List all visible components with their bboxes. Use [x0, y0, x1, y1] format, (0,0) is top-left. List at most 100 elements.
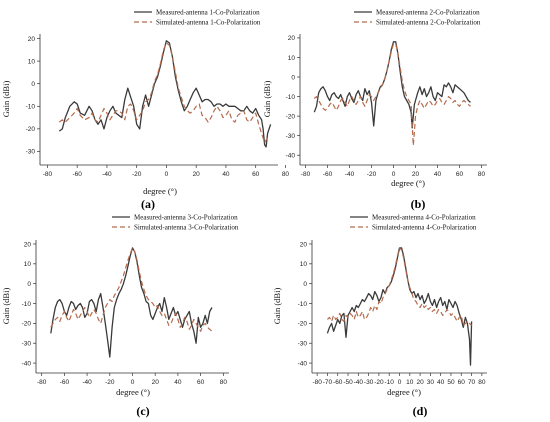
panel-label: (a): [141, 197, 155, 211]
legend-label: Simulated-antenna 3-Co-Polarization: [134, 224, 239, 232]
y-tick-label: 10: [288, 55, 296, 62]
y-tick-label: -10: [298, 301, 308, 308]
y-axis-label: Gain (dBi): [1, 288, 11, 325]
y-tick-label: -30: [286, 133, 296, 140]
y-tick-label: -20: [298, 321, 308, 328]
x-tick-label: -10: [385, 379, 395, 386]
x-tick-label: 0: [131, 379, 135, 386]
x-tick-label: 80: [282, 171, 290, 178]
x-tick-label: 20: [193, 171, 201, 178]
chart-panel-a: -80 -60 -40 -20 0 20 40 60 80 -30 -20 -10 0 10 20 Measu…: [1, 9, 289, 212]
x-tick-label: 0: [392, 171, 396, 178]
measured-series-line: [313, 41, 471, 129]
y-tick-label: -20: [286, 113, 296, 120]
x-tick-label: 50: [447, 379, 455, 386]
y-tick-label: -30: [22, 341, 32, 348]
x-tick-label: 80: [220, 379, 228, 386]
x-tick-label: -80: [37, 379, 47, 386]
x-tick-label: 10: [406, 379, 414, 386]
y-axis-label: Gain (dBi): [272, 288, 282, 325]
panel-label: (c): [136, 404, 149, 418]
y-tick-label: 10: [24, 261, 32, 268]
y-tick-label: -30: [298, 341, 308, 348]
x-tick-label: 30: [427, 379, 435, 386]
y-axis-label: Gain (dBi): [1, 81, 11, 118]
y-tick-label: -40: [286, 153, 296, 160]
x-axis-label: degree (°): [391, 178, 425, 188]
legend-label: Measured-antenna 2-Co-Polarization: [376, 9, 480, 17]
y-tick-label: -40: [298, 360, 308, 367]
x-tick-label: -40: [102, 171, 112, 178]
y-tick-label: 0: [291, 74, 295, 81]
y-tick-label: -20: [26, 126, 36, 133]
panel-label: (b): [411, 197, 426, 211]
simulated-series-line: [58, 42, 269, 143]
legend-label: Measured-antenna 1-Co-Polarization: [156, 9, 260, 17]
x-tick-label: -40: [82, 379, 92, 386]
x-axis-label: degree (°): [143, 186, 177, 196]
y-tick-label: 10: [28, 58, 36, 65]
x-tick-label: -40: [345, 171, 355, 178]
x-tick-label: 40: [222, 171, 230, 178]
y-tick-label: -20: [22, 321, 32, 328]
legend-label: Measured-antenna 3-Co-Polarization: [134, 214, 238, 222]
x-tick-label: -60: [60, 379, 70, 386]
y-tick-label: 20: [24, 241, 32, 248]
y-tick-label: 20: [28, 36, 36, 43]
x-tick-label: -60: [333, 379, 343, 386]
legend-label: Simulated-antenna 1-Co-Polarization: [156, 19, 261, 27]
x-tick-label: -80: [312, 379, 322, 386]
x-tick-label: 20: [416, 379, 424, 386]
y-tick-label: 20: [288, 35, 296, 42]
x-tick-label: 20: [152, 379, 160, 386]
legend-label: Simulated-antenna 4-Co-Polarization: [372, 224, 477, 232]
y-tick-label: 20: [300, 241, 308, 248]
x-tick-label: -30: [364, 379, 374, 386]
measured-series-line: [326, 247, 473, 366]
x-tick-label: 80: [478, 379, 486, 386]
x-tick-label: 80: [478, 171, 486, 178]
x-axis-label: degree (°): [387, 387, 421, 397]
x-tick-label: 0: [165, 171, 169, 178]
x-tick-label: -40: [354, 379, 364, 386]
x-tick-label: -60: [72, 171, 82, 178]
y-axis-label: Gain (dBi): [262, 81, 272, 118]
measured-series-line: [50, 247, 213, 358]
x-tick-label: -20: [105, 379, 115, 386]
x-tick-label: -70: [323, 379, 333, 386]
chart-panel-b: -80 -60 -40 -20 0 20 40 60 80 -40 -30 -20 -10 0 10 20 Me…: [262, 9, 487, 211]
y-tick-label: 10: [300, 261, 308, 268]
x-tick-label: -20: [132, 171, 142, 178]
x-tick-label: 60: [456, 171, 464, 178]
x-tick-label: 40: [437, 379, 445, 386]
y-tick-label: -10: [286, 94, 296, 101]
y-tick-label: 0: [31, 81, 35, 88]
x-tick-label: -20: [367, 171, 377, 178]
chart-panel-d: -80 -70 -60 -50 -40 -30 -20 -10 0 10 20 30 40 50 60 70 8…: [272, 214, 487, 418]
x-tick-label: 70: [468, 379, 476, 386]
x-tick-label: 40: [434, 171, 442, 178]
simulated-series-line: [313, 43, 471, 146]
simulated-series-line: [326, 247, 473, 326]
y-tick-label: -30: [26, 149, 36, 156]
y-tick-label: -40: [22, 360, 32, 367]
legend-label: Measured-antenna 4-Co-Polarization: [372, 214, 476, 222]
x-tick-label: -80: [43, 171, 53, 178]
y-tick-label: 0: [303, 281, 307, 288]
y-tick-label: -10: [22, 301, 32, 308]
x-tick-label: 60: [197, 379, 205, 386]
y-tick-label: -10: [26, 104, 36, 111]
y-tick-label: 0: [27, 281, 31, 288]
x-tick-label: 20: [412, 171, 420, 178]
x-tick-label: -50: [343, 379, 353, 386]
x-axis-label: degree (°): [116, 387, 150, 397]
x-tick-label: 60: [458, 379, 466, 386]
panel-label: (d): [413, 404, 428, 418]
x-tick-label: -20: [374, 379, 384, 386]
x-tick-label: 60: [252, 171, 260, 178]
legend-label: Simulated-antenna 2-Co-Polarization: [376, 19, 481, 27]
x-tick-label: 40: [174, 379, 182, 386]
x-tick-label: -80: [301, 171, 311, 178]
measured-series-line: [58, 40, 272, 148]
